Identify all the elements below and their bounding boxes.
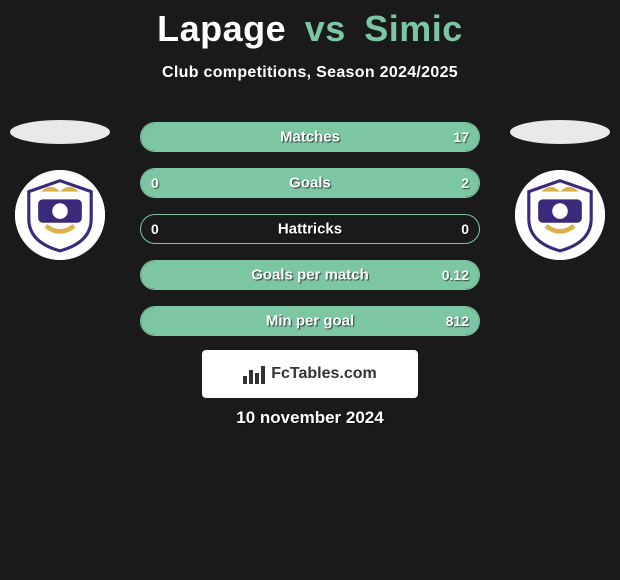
stat-label: Goals [289, 175, 331, 192]
stat-value-left: 0 [151, 221, 159, 237]
shield-icon [21, 176, 99, 254]
stat-value-right: 0 [461, 221, 469, 237]
stat-value-right: 2 [461, 175, 469, 191]
stat-value-right: 0.12 [442, 267, 469, 283]
player1-slot [10, 120, 110, 260]
bars-icon [243, 364, 265, 384]
stat-value-left: 0 [151, 175, 159, 191]
stat-label: Hattricks [278, 221, 342, 238]
stat-label: Matches [280, 129, 340, 146]
brand-text: FcTables.com [271, 365, 377, 383]
brand-badge: FcTables.com [202, 350, 418, 398]
stat-row: 0 Hattricks 0 [140, 214, 480, 244]
player2-photo-placeholder [510, 120, 610, 144]
shield-icon [521, 176, 599, 254]
stat-row: Goals per match 0.12 [140, 260, 480, 290]
player1-name: Lapage [157, 8, 286, 49]
stat-value-right: 812 [446, 313, 469, 329]
date-label: 10 november 2024 [0, 408, 620, 428]
stat-row: Min per goal 812 [140, 306, 480, 336]
vs-label: vs [305, 8, 346, 49]
comparison-title: Lapage vs Simic [0, 0, 620, 50]
stats-table: Matches 17 0 Goals 2 0 Hattricks 0 Goals… [140, 122, 480, 352]
player1-photo-placeholder [10, 120, 110, 144]
stat-label: Goals per match [251, 267, 369, 284]
stat-label: Min per goal [266, 313, 354, 330]
stat-row: Matches 17 [140, 122, 480, 152]
subtitle: Club competitions, Season 2024/2025 [0, 64, 620, 82]
stat-row: 0 Goals 2 [140, 168, 480, 198]
player1-club-crest [15, 170, 105, 260]
stat-value-right: 17 [453, 129, 469, 145]
player2-club-crest [515, 170, 605, 260]
player2-slot [510, 120, 610, 260]
player2-name: Simic [364, 8, 463, 49]
